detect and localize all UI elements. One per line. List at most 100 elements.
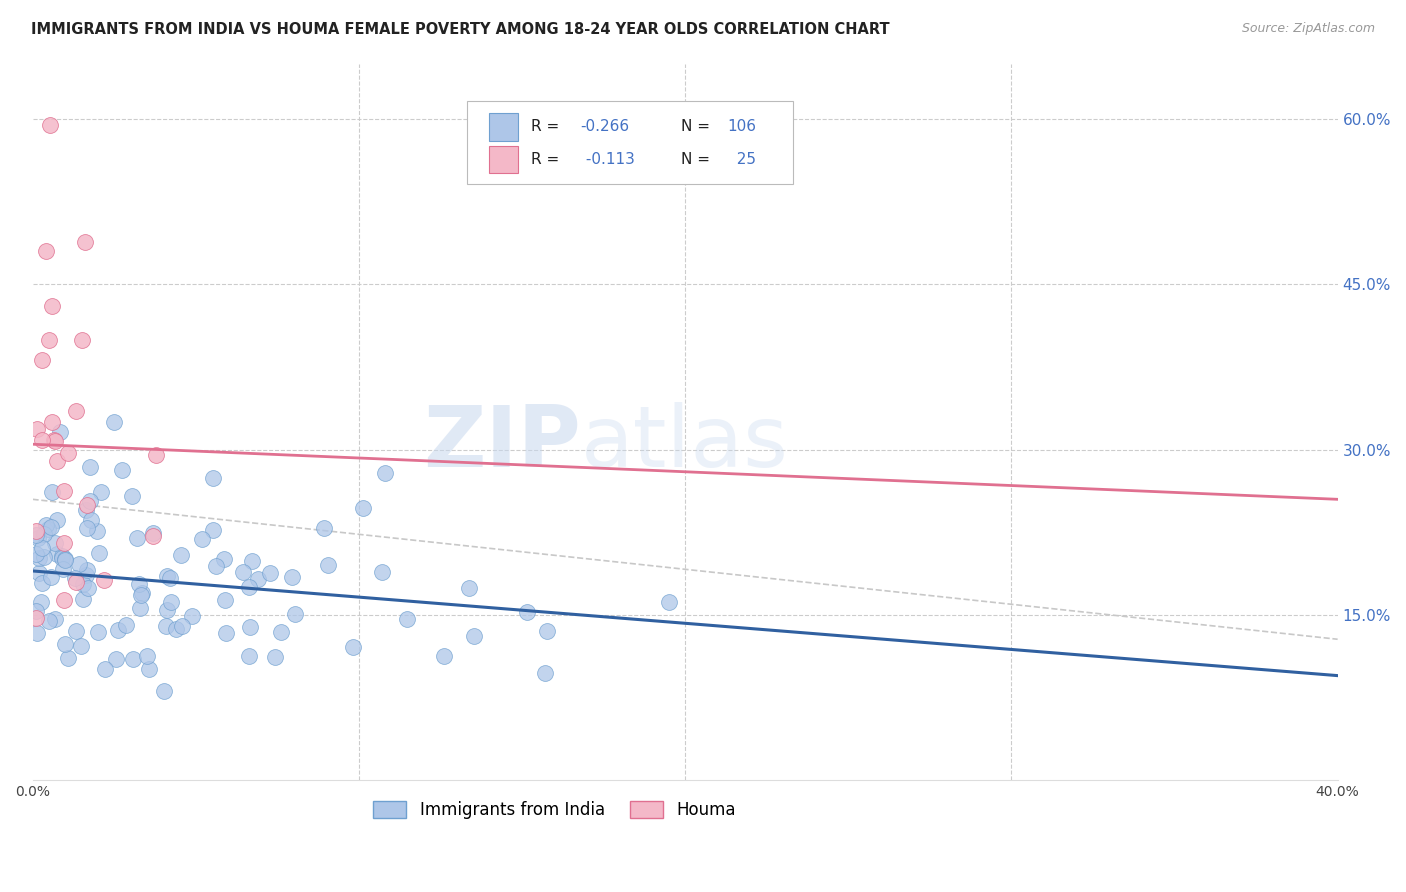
Point bbox=[190, 532, 212, 546]
Point bbox=[52, 536, 75, 550]
Point bbox=[24, 524, 46, 538]
Point bbox=[131, 586, 153, 600]
Point bbox=[165, 623, 187, 637]
Text: Source: ZipAtlas.com: Source: ZipAtlas.com bbox=[1241, 22, 1375, 36]
Point bbox=[46, 547, 69, 561]
Point bbox=[76, 563, 98, 577]
Point bbox=[34, 244, 56, 259]
Point bbox=[37, 522, 59, 536]
Point bbox=[247, 572, 270, 586]
Point bbox=[41, 485, 63, 500]
Point bbox=[107, 623, 129, 637]
Text: R =: R = bbox=[531, 120, 564, 135]
Point bbox=[128, 576, 150, 591]
Point bbox=[42, 433, 65, 447]
Point bbox=[104, 651, 127, 665]
Point bbox=[142, 526, 165, 541]
Point bbox=[201, 471, 224, 485]
Point bbox=[51, 562, 73, 576]
Point bbox=[63, 571, 86, 585]
Text: N =: N = bbox=[681, 152, 716, 167]
Point bbox=[79, 493, 101, 508]
Point bbox=[44, 612, 66, 626]
Point bbox=[46, 454, 69, 468]
Point bbox=[65, 574, 87, 589]
Point bbox=[155, 603, 177, 617]
Point bbox=[516, 605, 538, 619]
Text: -0.113: -0.113 bbox=[581, 152, 634, 167]
Point bbox=[32, 550, 55, 565]
Point bbox=[56, 650, 79, 665]
Point bbox=[51, 549, 73, 564]
Point bbox=[38, 615, 60, 629]
Point bbox=[536, 624, 558, 638]
Point bbox=[205, 558, 228, 573]
Point bbox=[159, 571, 181, 585]
Point bbox=[49, 425, 72, 439]
Point bbox=[280, 569, 302, 583]
Point bbox=[77, 581, 100, 595]
Bar bbox=[489, 113, 517, 141]
Point bbox=[240, 554, 263, 568]
Point bbox=[374, 467, 396, 481]
Point bbox=[76, 521, 98, 535]
Point bbox=[56, 446, 79, 460]
Point bbox=[46, 513, 69, 527]
Point bbox=[51, 551, 73, 566]
Point bbox=[53, 551, 76, 566]
Point bbox=[214, 593, 236, 607]
Point bbox=[215, 625, 238, 640]
Point bbox=[129, 588, 152, 602]
Point bbox=[53, 553, 76, 567]
Point bbox=[212, 552, 235, 566]
Point bbox=[41, 300, 63, 314]
Point bbox=[103, 415, 125, 429]
Point bbox=[80, 513, 103, 527]
Point bbox=[41, 415, 63, 429]
Point bbox=[35, 518, 58, 533]
Point bbox=[75, 235, 97, 249]
Point bbox=[70, 639, 93, 653]
Point bbox=[145, 448, 167, 462]
Point bbox=[25, 625, 48, 640]
Point bbox=[458, 582, 481, 596]
Point bbox=[433, 649, 456, 664]
Point bbox=[534, 665, 557, 680]
Point bbox=[138, 662, 160, 676]
Point bbox=[75, 502, 97, 516]
Point bbox=[284, 607, 307, 622]
Point bbox=[38, 333, 60, 347]
Point bbox=[153, 684, 176, 698]
Point bbox=[27, 422, 49, 436]
Point bbox=[31, 353, 53, 368]
Point bbox=[316, 558, 339, 572]
Point bbox=[371, 565, 394, 579]
Point bbox=[121, 489, 143, 503]
Point bbox=[129, 601, 152, 615]
Point bbox=[86, 524, 108, 539]
Point bbox=[395, 612, 418, 626]
Point bbox=[142, 529, 165, 543]
Text: atlas: atlas bbox=[581, 402, 789, 485]
Point bbox=[238, 649, 260, 664]
Point bbox=[170, 619, 193, 633]
Point bbox=[86, 624, 108, 639]
Point bbox=[72, 577, 94, 591]
Point bbox=[89, 546, 111, 560]
Point bbox=[44, 536, 66, 550]
Text: -0.266: -0.266 bbox=[581, 120, 630, 135]
Point bbox=[121, 652, 143, 666]
Point bbox=[264, 650, 287, 665]
Point bbox=[93, 573, 115, 587]
Point bbox=[136, 648, 159, 663]
Point bbox=[156, 569, 179, 583]
Point bbox=[30, 595, 52, 609]
Text: IMMIGRANTS FROM INDIA VS HOUMA FEMALE POVERTY AMONG 18-24 YEAR OLDS CORRELATION : IMMIGRANTS FROM INDIA VS HOUMA FEMALE PO… bbox=[31, 22, 890, 37]
FancyBboxPatch shape bbox=[467, 102, 793, 184]
Point bbox=[259, 566, 281, 580]
Legend: Immigrants from India, Houma: Immigrants from India, Houma bbox=[367, 794, 742, 826]
Point bbox=[94, 662, 117, 676]
Text: 25: 25 bbox=[727, 152, 756, 167]
Point bbox=[24, 604, 46, 618]
Point bbox=[79, 459, 101, 474]
